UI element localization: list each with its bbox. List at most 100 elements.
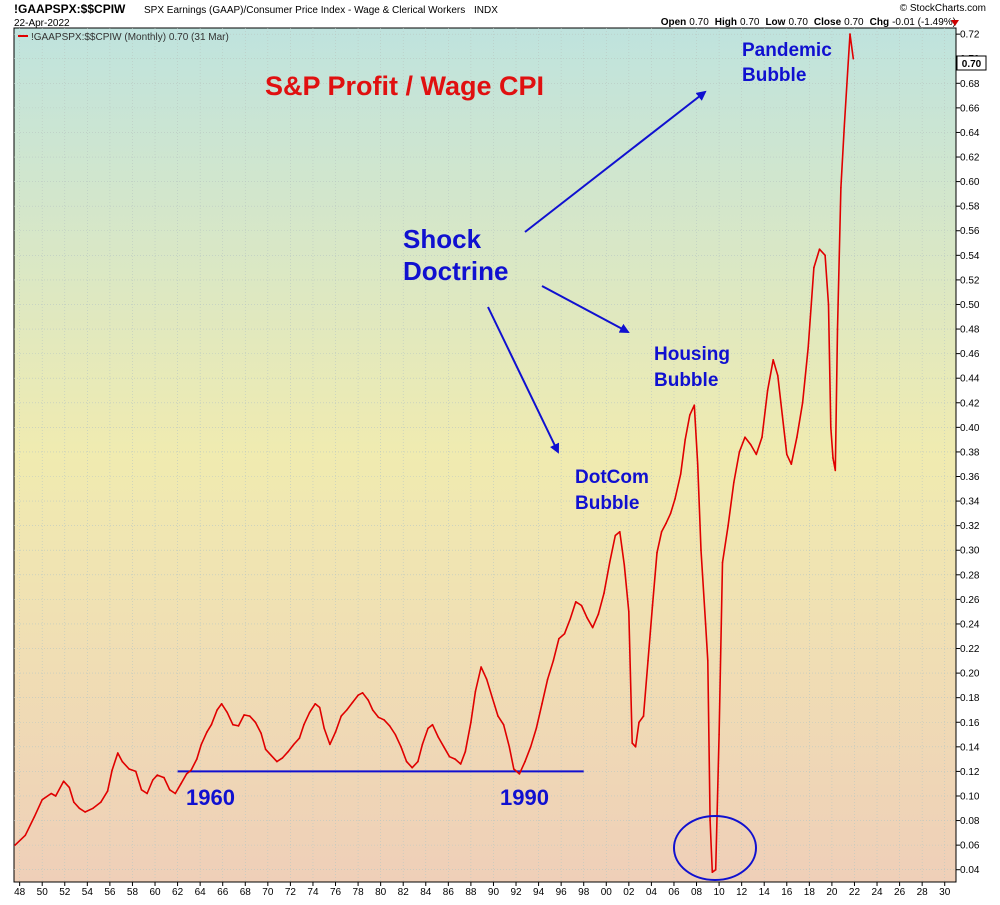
arrow-to-pandemic [524, 90, 707, 233]
data-point [163, 776, 165, 779]
data-point [761, 436, 763, 439]
data-point [502, 723, 505, 726]
data-point [73, 801, 75, 803]
data-point [541, 703, 543, 705]
legend-text: !GAAPSPX:$$CPIW (Monthly) 0.70 (31 Mar) [31, 32, 229, 43]
y-tick-label: 0.60 [960, 177, 980, 188]
y-tick-label: 0.56 [960, 226, 980, 237]
y-tick-label: 0.48 [960, 325, 980, 336]
data-point [50, 792, 52, 795]
data-point [733, 481, 735, 484]
data-point [174, 792, 177, 795]
y-tick-label: 0.52 [960, 275, 980, 286]
data-point [68, 786, 71, 789]
data-point [106, 790, 109, 792]
data-point [117, 752, 119, 754]
data-point [684, 438, 686, 441]
data-point [367, 699, 370, 701]
data-point [497, 715, 499, 717]
x-tick-label: 66 [217, 887, 229, 898]
data-point [651, 604, 654, 607]
x-tick-label: 68 [240, 887, 252, 898]
data-point [400, 746, 402, 748]
data-point [614, 534, 617, 537]
x-tick-label: 54 [82, 887, 94, 898]
x-tick-label: 84 [420, 887, 432, 898]
x-tick-label: 60 [149, 887, 161, 898]
x-tick-label: 72 [285, 887, 297, 898]
data-point [377, 716, 380, 719]
data-point [443, 746, 445, 748]
data-point [448, 755, 451, 758]
data-point [100, 801, 102, 803]
data-point [121, 760, 124, 763]
data-point [513, 768, 515, 770]
data-point [491, 696, 494, 699]
x-tick-label: 94 [533, 887, 545, 898]
y-tick-label: 0.04 [960, 865, 980, 876]
x-tick-label: 58 [127, 887, 139, 898]
data-point [474, 690, 477, 693]
data-point [642, 715, 645, 717]
data-point [558, 637, 560, 640]
data-point [394, 733, 397, 736]
data-point [135, 770, 137, 773]
data-point [840, 186, 842, 189]
data-point [619, 531, 621, 533]
data-point [693, 404, 696, 407]
data-point [33, 816, 36, 818]
data-point [569, 618, 571, 620]
x-tick-label: 96 [556, 887, 568, 898]
data-point [608, 561, 611, 564]
data-point [766, 389, 769, 392]
data-point [417, 760, 419, 763]
x-tick-label: 28 [917, 887, 929, 898]
x-tick-label: 82 [398, 887, 410, 898]
x-tick-label: 00 [601, 887, 613, 898]
y-tick-label: 0.28 [960, 570, 980, 581]
data-point [431, 723, 434, 726]
ohlc-value: 0.70 [844, 17, 864, 28]
data-point [249, 715, 251, 717]
data-point [206, 731, 208, 733]
shock-label-line2: Doctrine [403, 256, 508, 286]
data-point [603, 592, 605, 594]
data-point [111, 769, 113, 771]
x-tick-label: 14 [759, 887, 771, 898]
data-point [634, 746, 637, 748]
data-point [146, 792, 148, 795]
x-tick-label: 18 [804, 887, 816, 898]
y-tick-label: 0.12 [960, 767, 980, 778]
data-point [226, 711, 228, 714]
data-point [84, 811, 86, 813]
x-tick-label: 22 [849, 887, 861, 898]
ohlc-label: Open [661, 17, 687, 28]
pandemic-label-line1: Pandemic [742, 40, 832, 61]
data-point [152, 779, 154, 781]
data-point [318, 706, 321, 709]
ohlc-label: Close [814, 17, 842, 28]
data-point [563, 633, 566, 635]
data-point [128, 768, 130, 770]
data-point [796, 436, 798, 439]
x-tick-label: 30 [939, 887, 951, 898]
x-tick-label: 24 [871, 887, 883, 898]
y-tick-label: 0.10 [960, 791, 980, 802]
data-point [454, 758, 456, 760]
y-tick-label: 0.36 [960, 472, 980, 483]
last-value-label: 0.70 [962, 59, 982, 70]
data-point [298, 737, 301, 739]
x-tick-label: 48 [14, 887, 26, 898]
data-point [580, 604, 583, 607]
pandemic-label-line2: Bubble [742, 65, 806, 86]
chg-down-icon [951, 20, 959, 26]
data-point [755, 453, 758, 456]
data-point [156, 774, 159, 776]
ohlc-value: 0.70 [689, 17, 709, 28]
data-point [41, 798, 43, 801]
data-point [807, 346, 809, 349]
ohlc-value: -0.01 (-1.49%) [892, 17, 956, 28]
data-point [824, 254, 826, 257]
y-tick-label: 0.08 [960, 816, 980, 827]
data-point [711, 871, 714, 873]
